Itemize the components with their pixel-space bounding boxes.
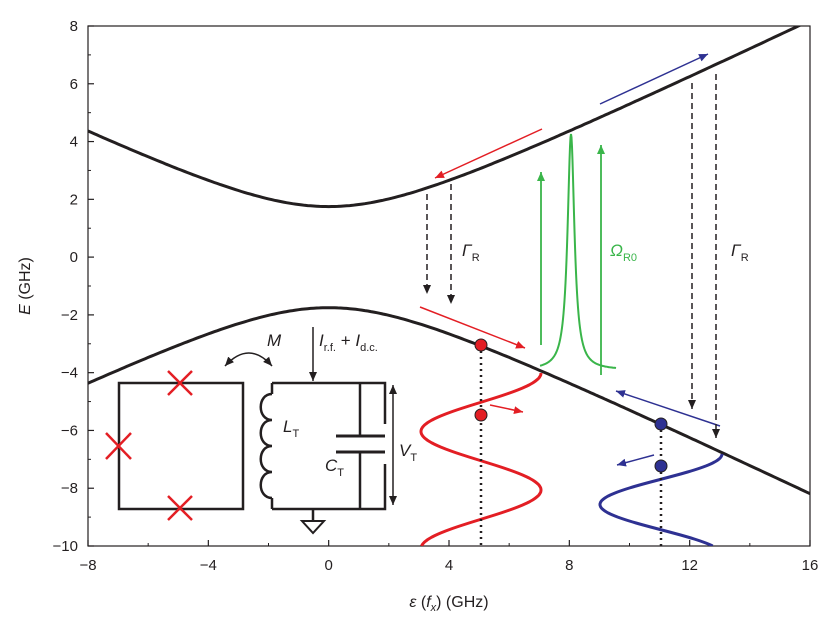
gamma-left-label: ΓR (462, 241, 480, 264)
inductor-coil (259, 392, 273, 500)
ground-icon (299, 520, 327, 535)
inductor-label: LT (283, 417, 299, 440)
x-axis-ticks: −8 −4 0 4 8 12 16 (79, 540, 818, 574)
omega-label: ΩR0 (610, 241, 637, 264)
blue-arrow-lower-left (615, 390, 721, 427)
y-tick-label: 4 (70, 134, 78, 151)
x-tick-label: 4 (445, 557, 453, 574)
y-tick-label: −2 (61, 307, 78, 324)
mutual-label: M (267, 331, 282, 350)
red-arrow-upper-left (434, 128, 543, 179)
current-label: Ir.f. + Id.c. (319, 331, 378, 354)
x-tick-label: 12 (681, 557, 698, 574)
blue-oscillation (598, 453, 724, 546)
red-dot-lower (474, 408, 488, 422)
upper-energy-curve (88, 26, 802, 209)
y-tick-label: −10 (53, 538, 78, 555)
x-tick-label: −8 (79, 557, 96, 574)
capacitor-label: CT (325, 456, 344, 479)
y-tick-label: −4 (61, 365, 78, 382)
blue-arrow-upper-right (599, 53, 709, 105)
red-dot-upper (474, 338, 488, 352)
gamma-right-label: ΓR (731, 241, 749, 264)
blue-arrow-small (616, 454, 655, 467)
mutual-coupling-arrow (224, 352, 273, 367)
red-arrow-lower-right (419, 306, 526, 349)
blue-dot-upper (654, 417, 668, 431)
x-tick-label: 16 (802, 557, 819, 574)
voltage-label: VT (399, 441, 417, 464)
junction-top-icon (167, 370, 193, 396)
squid-loop (117, 381, 245, 511)
red-arrow-small (489, 404, 524, 415)
y-tick-label: 8 (70, 18, 78, 35)
y-tick-label: 0 (70, 249, 78, 266)
y-tick-label: 2 (70, 191, 78, 208)
x-axis-label: ε (fx) (GHz) (409, 594, 488, 614)
circuit-inset: M Ir.f. + Id.c. LT CT VT (105, 327, 417, 535)
red-oscillation (419, 372, 543, 546)
junction-bottom-icon (167, 495, 193, 521)
y-axis-ticks: 8 6 4 2 0 −2 −4 −6 −8 −10 (53, 18, 94, 555)
tank-wire (270, 381, 387, 521)
junction-left-icon (105, 432, 132, 460)
y-axis-label: E (GHz) (17, 257, 34, 315)
lower-energy-curve (88, 306, 810, 496)
resonance-peak (539, 133, 617, 369)
y-tick-label: −8 (61, 480, 78, 497)
y-tick-label: −6 (61, 422, 78, 439)
y-tick-label: 6 (70, 76, 78, 93)
x-tick-label: 8 (565, 557, 573, 574)
x-tick-label: 0 (324, 557, 332, 574)
x-tick-label: −4 (200, 557, 217, 574)
blue-dot-lower (654, 459, 668, 473)
